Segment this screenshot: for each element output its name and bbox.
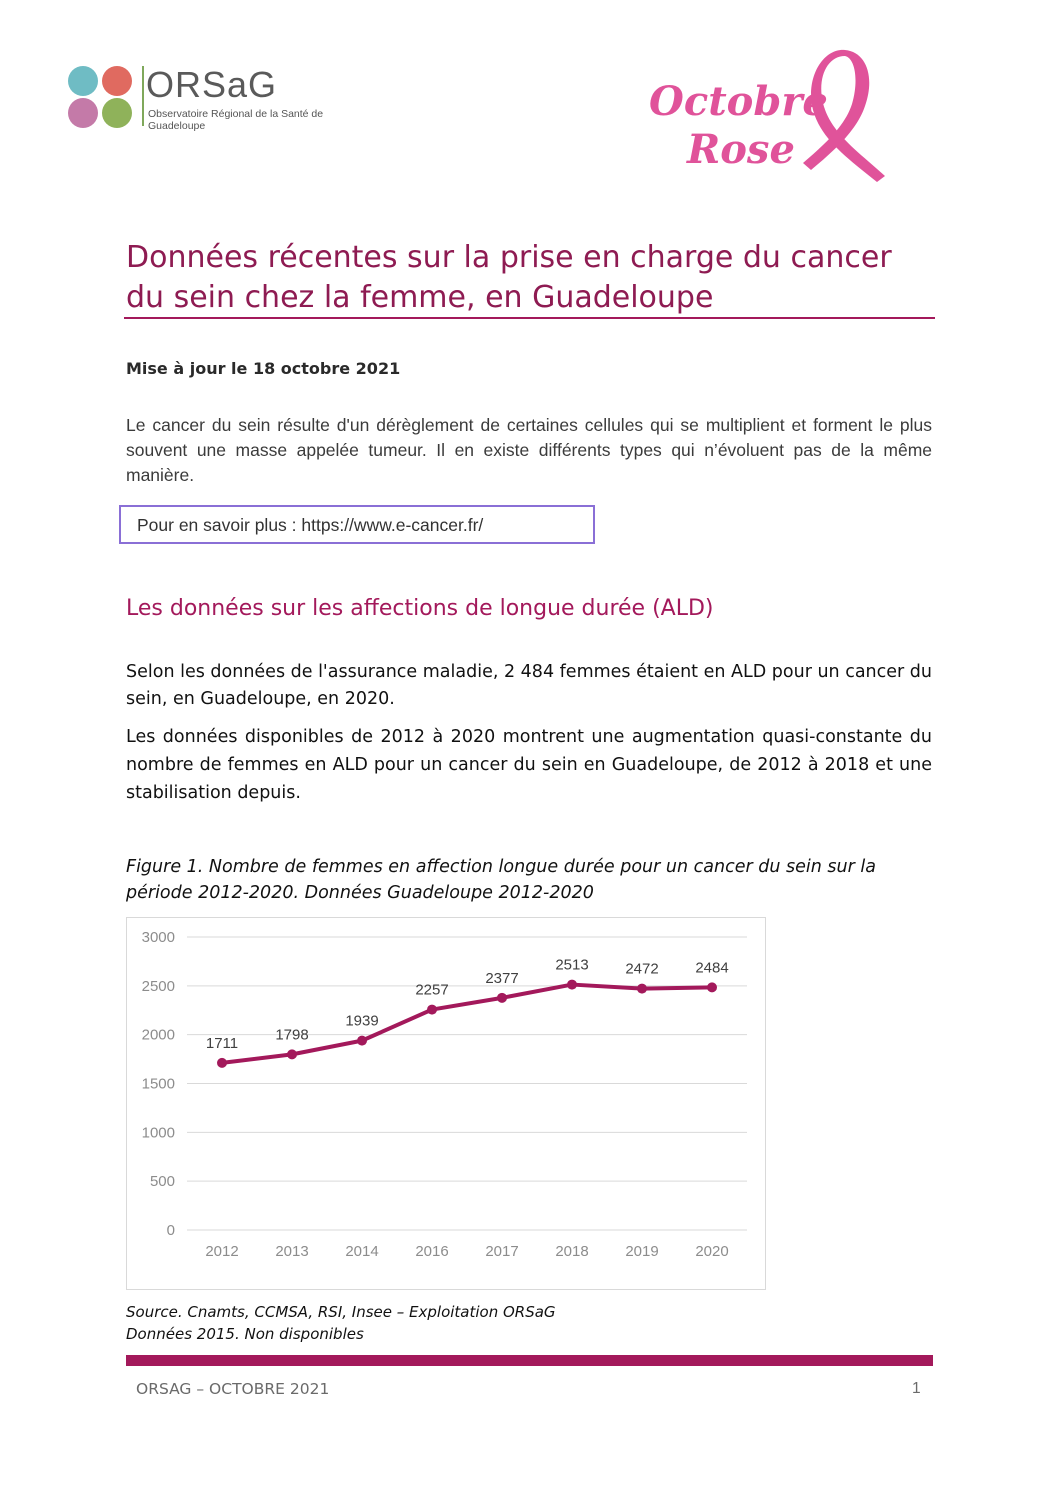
paragraph-ald-count: Selon les données de l'assurance maladie… bbox=[126, 662, 932, 709]
y-tick-label: 1500 bbox=[142, 1076, 175, 1093]
y-tick-label: 2000 bbox=[142, 1027, 175, 1044]
update-date: Mise à jour le 18 octobre 2021 bbox=[126, 359, 401, 378]
octobre-rose-logo: Octobre Rose bbox=[645, 48, 895, 188]
x-tick-label: 2018 bbox=[555, 1243, 588, 1260]
logo-divider bbox=[142, 66, 144, 126]
paragraph-ald-trend: Les données disponibles de 2012 à 2020 m… bbox=[126, 727, 932, 803]
data-label: 2484 bbox=[695, 959, 728, 976]
data-point bbox=[357, 1035, 367, 1046]
x-tick-label: 2019 bbox=[625, 1243, 658, 1260]
orsag-logo-text: ORSaG bbox=[146, 64, 278, 105]
x-tick-label: 2020 bbox=[695, 1243, 728, 1260]
x-tick-label: 2016 bbox=[415, 1243, 448, 1260]
magnifier-bubble-icon bbox=[68, 66, 98, 96]
x-tick-label: 2013 bbox=[275, 1243, 308, 1260]
data-point bbox=[427, 1004, 437, 1015]
data-point bbox=[217, 1057, 227, 1068]
data-point bbox=[287, 1049, 297, 1060]
source-note: Source. Cnamts, CCMSA, RSI, Insee – Expl… bbox=[126, 1303, 556, 1321]
y-tick-label: 2500 bbox=[142, 978, 175, 995]
intro-paragraph: Le cancer du sein résulte d'un dérègleme… bbox=[126, 415, 932, 485]
chart-bubble-icon bbox=[68, 98, 98, 128]
y-tick-label: 0 bbox=[167, 1222, 175, 1239]
page-number: 1 bbox=[912, 1380, 921, 1397]
series-line bbox=[221, 982, 713, 1065]
y-tick-label: 3000 bbox=[142, 929, 175, 946]
rose-text: Rose bbox=[687, 126, 795, 173]
y-tick-label: 500 bbox=[150, 1173, 175, 1190]
data-label: 2513 bbox=[555, 957, 588, 974]
data-label: 2257 bbox=[415, 982, 448, 999]
data-label: 1711 bbox=[206, 1035, 238, 1052]
footer-bar bbox=[126, 1355, 933, 1366]
more-info-link[interactable]: Pour en savoir plus : https://www.e-canc… bbox=[137, 515, 484, 535]
y-tick-label: 1000 bbox=[142, 1124, 175, 1141]
map-bubble-icon bbox=[102, 98, 132, 128]
section-heading: Les données sur les affections de longue… bbox=[126, 596, 714, 621]
data-label: 2472 bbox=[625, 961, 658, 978]
heart-bubble-icon bbox=[102, 66, 132, 96]
data-point bbox=[567, 979, 577, 990]
pink-ribbon-icon bbox=[803, 49, 885, 182]
data-label: 2377 bbox=[485, 970, 518, 987]
x-tick-label: 2014 bbox=[345, 1243, 378, 1260]
data-label: 1798 bbox=[275, 1026, 308, 1043]
page-title: Données récentes sur la prise en charge … bbox=[126, 240, 892, 315]
data-label: 1939 bbox=[345, 1013, 378, 1030]
data-point bbox=[497, 992, 507, 1003]
octobre-text: Octobre bbox=[649, 78, 828, 125]
title-underline bbox=[124, 317, 935, 319]
data-point bbox=[637, 983, 647, 994]
more-info-box[interactable]: Pour en savoir plus : https://www.e-canc… bbox=[119, 505, 595, 544]
x-tick-label: 2012 bbox=[205, 1243, 238, 1260]
chart-svg: 0 500 1000 1500 2000 2500 3000 2012 2013 2014 2016… bbox=[142, 929, 747, 1260]
data-point bbox=[707, 982, 717, 993]
footer-text: ORSAG – OCTOBRE 2021 bbox=[136, 1380, 330, 1398]
figure-caption: Figure 1. Nombre de femmes en affection … bbox=[126, 857, 876, 903]
line-chart: 0 500 1000 1500 2000 2500 3000 2012 2013 2014 2016… bbox=[126, 917, 766, 1290]
missing-data-note: Données 2015. Non disponibles bbox=[126, 1325, 364, 1343]
orsag-logo: ORSaG Observatoire Régional de la Santé … bbox=[66, 64, 326, 134]
orsag-logo-subtitle: Observatoire Régional de la Santé de Gua… bbox=[148, 108, 324, 132]
x-tick-label: 2017 bbox=[485, 1243, 518, 1260]
